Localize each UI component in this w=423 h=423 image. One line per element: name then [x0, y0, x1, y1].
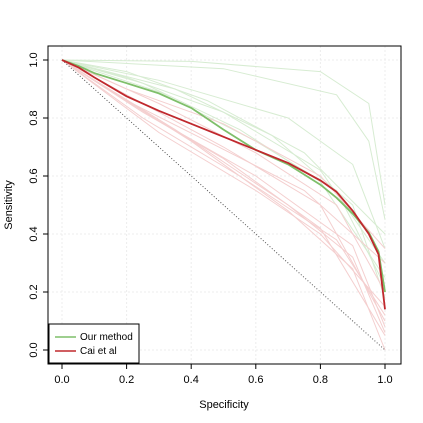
y-tick-label: 0.6 — [28, 168, 40, 183]
background-curve — [61, 59, 386, 298]
x-tick-label: 0.6 — [248, 374, 263, 386]
diagonal-reference — [61, 59, 386, 351]
x-tick-label: 0.0 — [54, 374, 69, 386]
diagonal-reference-line — [61, 59, 386, 351]
y-tick-label: 0.0 — [28, 342, 40, 357]
series-lines — [61, 59, 386, 310]
background-curve — [61, 59, 386, 336]
background-curve — [61, 59, 386, 220]
y-tick-label: 0.8 — [28, 110, 40, 125]
x-tick-label: 0.8 — [313, 374, 328, 386]
background-curve — [61, 59, 386, 307]
x-tick-label: 0.2 — [119, 374, 134, 386]
x-tick-label: 1.0 — [377, 374, 392, 386]
series-line-cai-et-al — [61, 59, 386, 310]
background-curve — [61, 59, 386, 235]
background-curve — [61, 59, 386, 206]
legend: Our method Cai et al — [48, 323, 140, 364]
legend-label-cai-et-al: Cai et al — [80, 346, 117, 357]
y-axis: 0.0 0.2 0.4 0.6 0.8 1.0 — [28, 52, 48, 358]
grid — [48, 46, 401, 364]
y-axis-title: Sensitivity — [3, 180, 15, 230]
y-tick-label: 0.4 — [28, 226, 40, 241]
background-curve — [61, 59, 386, 333]
background-curves — [61, 59, 386, 351]
x-axis: 0.0 0.2 0.4 0.6 0.8 1.0 — [54, 363, 393, 386]
background-curve — [61, 59, 386, 249]
x-tick-label: 0.4 — [184, 374, 199, 386]
y-tick-label: 0.2 — [28, 284, 40, 299]
background-curve — [61, 59, 386, 351]
y-tick-label: 1.0 — [28, 52, 40, 67]
legend-box — [48, 323, 140, 364]
background-curve — [61, 59, 386, 249]
legend-label-our-method: Our method — [80, 332, 133, 343]
x-axis-title: Specificity — [199, 399, 249, 411]
